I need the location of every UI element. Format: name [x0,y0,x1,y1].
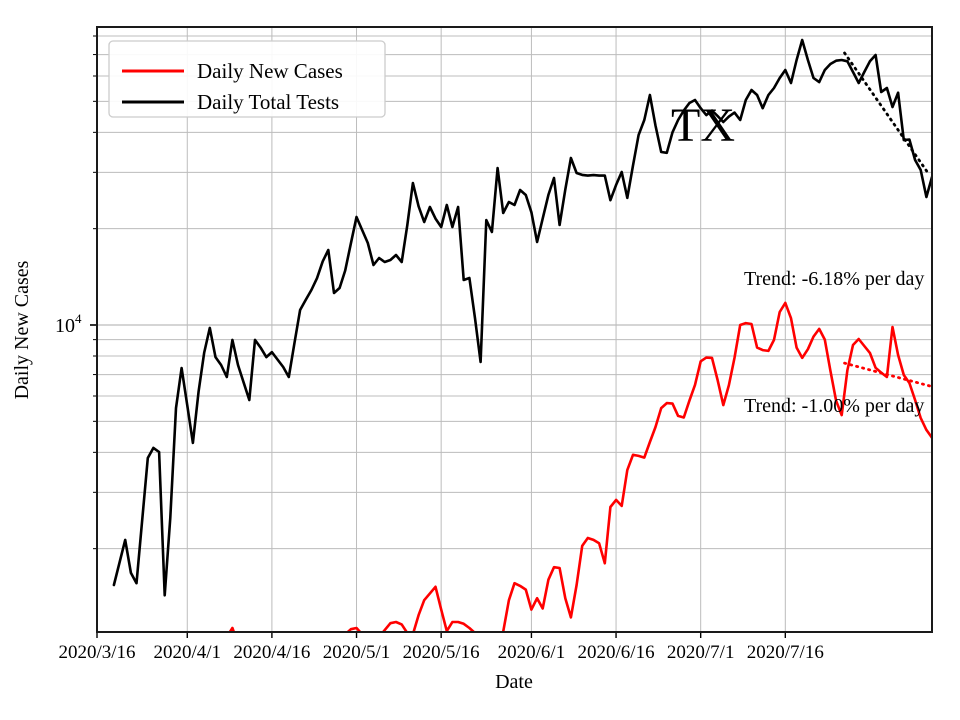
x-tick-label: 2020/4/16 [233,642,310,663]
x-tick-label: 2020/6/1 [498,642,566,663]
x-tick-label: 2020/4/1 [153,642,221,663]
x-tick-label: 2020/6/16 [578,642,655,663]
legend-label-daily-total-tests: Daily Total Tests [197,90,339,114]
x-tick-label: 2020/5/16 [403,642,480,663]
x-tick-label: 2020/3/16 [58,642,135,663]
trend-line-daily-new-cases [843,361,932,389]
legend-label-daily-new-cases: Daily New Cases [197,59,343,83]
trend-dotted-lines [843,51,932,389]
grid-lines [96,27,932,632]
plot-area-border [96,26,933,633]
y-tick-label: 104 [55,311,82,337]
data-series [112,38,932,632]
state-annotation: TX [671,99,735,152]
x-tick-label: 2020/7/1 [667,642,735,663]
trend-label-tests: Trend: -6.18% per day [744,268,924,290]
series-line-daily-new-cases [228,301,932,632]
x-axis-label: Date [495,671,533,693]
series-line-daily-total-tests [112,38,932,597]
x-tick-labels: 2020/3/16 2020/4/1 2020/4/16 2020/5/1 2020/5… [58,642,823,663]
trend-line-daily-total-tests [843,51,931,177]
x-tick-label: 2020/7/16 [747,642,824,663]
legend-box: Daily New Cases Daily Total Tests [108,40,386,118]
trend-label-cases: Trend: -1.00% per day [744,395,924,417]
x-tick-label: 2020/5/1 [323,642,391,663]
legend-frame [108,40,386,118]
y-axis-label: Daily New Cases [11,260,33,399]
